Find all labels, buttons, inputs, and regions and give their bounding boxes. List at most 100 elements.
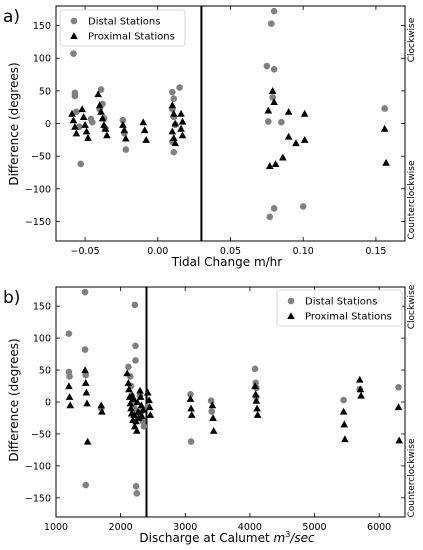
legend: Distal Stations Proximal Stations [59, 9, 186, 47]
x-tick-label: 2000 [109, 522, 133, 533]
proximal-point [270, 98, 278, 105]
x-tick-label: 3000 [173, 522, 197, 533]
x-axis-label-var: m [273, 531, 285, 545]
x-tick-label: −0.05 [71, 246, 100, 257]
distal-point [270, 7, 278, 15]
y-tick-label: −100 [25, 461, 51, 472]
distal-point [340, 396, 347, 404]
distal-point [77, 160, 85, 168]
proximal-point [81, 121, 89, 128]
distal-point [169, 88, 176, 96]
distal-point [176, 84, 183, 91]
proximal-point [357, 391, 365, 399]
proximal-point [82, 127, 91, 135]
y-tick-label: −100 [25, 184, 51, 195]
distal-point [132, 342, 139, 350]
chart-panel-a: a) Tidal Change m/hr Difference (degrees… [3, 5, 417, 269]
distal-point [97, 86, 105, 93]
distal-point [267, 20, 275, 27]
proximal-point [134, 407, 142, 415]
legend-marker [287, 312, 295, 320]
proximal-point [83, 399, 91, 407]
y-tick-label: 50 [39, 366, 51, 377]
proximal-point [284, 107, 293, 115]
distal-point [381, 105, 388, 112]
distal-point [132, 483, 140, 490]
distal-point [125, 363, 132, 371]
proximal-point [271, 160, 280, 168]
proximal-point [284, 132, 293, 140]
proximal-point [186, 395, 195, 402]
distal-point [82, 481, 90, 489]
proximal-point [129, 395, 138, 402]
proximal-point [300, 109, 309, 117]
y-tick-label: 150 [33, 21, 51, 32]
proximal-point [124, 379, 133, 386]
proximal-point [81, 366, 89, 374]
distal-point [122, 146, 130, 153]
x-tick-label: 5000 [302, 522, 326, 533]
distal-point [140, 422, 148, 430]
y-tick-label: 0 [45, 119, 51, 130]
proximal-point [209, 414, 217, 422]
proximal-point [177, 109, 185, 117]
proximal-point [101, 124, 110, 132]
proximal-point [265, 162, 274, 169]
distal-point [266, 213, 274, 221]
y-tick-label: 100 [33, 54, 51, 65]
proximal-point [98, 407, 106, 415]
distal-point [71, 92, 79, 100]
x-axis-label-sup: 3 [285, 530, 290, 539]
proximal-point [380, 124, 389, 132]
x-tick-label: 0.10 [293, 246, 314, 257]
distal-point [70, 50, 77, 57]
legend-marker [70, 17, 78, 25]
distal-point [119, 116, 127, 124]
distal-point [265, 118, 272, 125]
x-tick-label: 4000 [238, 522, 262, 533]
x-tick-label: 6000 [367, 522, 391, 533]
proximal-point [134, 414, 143, 422]
proximal-point [81, 379, 90, 386]
y-tick-label: −150 [25, 217, 51, 228]
proximal-point [83, 437, 92, 445]
proximal-point [178, 131, 187, 139]
proximal-point [382, 158, 390, 166]
proximal-point [355, 375, 364, 383]
proximal-point [300, 136, 309, 143]
proximal-point [145, 403, 154, 411]
proximal-point [339, 407, 348, 415]
proximal-point [69, 116, 78, 124]
distal-point [269, 94, 276, 101]
series-proximal-stations [65, 366, 403, 445]
y-axis-label: Difference (degrees) [7, 62, 21, 185]
proximal-point [65, 393, 74, 400]
proximal-point [94, 90, 102, 98]
proximal-point [68, 109, 76, 117]
proximal-point [251, 390, 260, 398]
legend-marker [287, 297, 295, 305]
distal-point [187, 391, 194, 398]
distal-point [170, 95, 178, 102]
distal-point [65, 330, 73, 337]
proximal-point [395, 436, 403, 444]
proximal-point [169, 134, 178, 141]
legend-label: Proximal Stations [305, 312, 392, 323]
proximal-point [133, 398, 142, 406]
distal-point [270, 66, 278, 73]
proximal-point [341, 435, 349, 443]
counterclockwise-label: Counterclockwise [407, 160, 417, 239]
x-tick-label: 0.00 [147, 246, 168, 257]
distal-point [187, 438, 195, 445]
distal-point [132, 357, 139, 364]
x-tick-label: 0.15 [365, 246, 386, 257]
proximal-point [139, 405, 148, 413]
proximal-point [187, 410, 196, 418]
proximal-point [84, 134, 92, 141]
clockwise-label: Clockwise [407, 284, 417, 329]
proximal-point [82, 388, 91, 396]
legend-box [276, 289, 403, 327]
proximal-point [95, 101, 104, 109]
chart-panel-b: b) Discharge at Calumet m3/sec Differenc… [3, 284, 417, 545]
proximal-point [178, 117, 187, 125]
